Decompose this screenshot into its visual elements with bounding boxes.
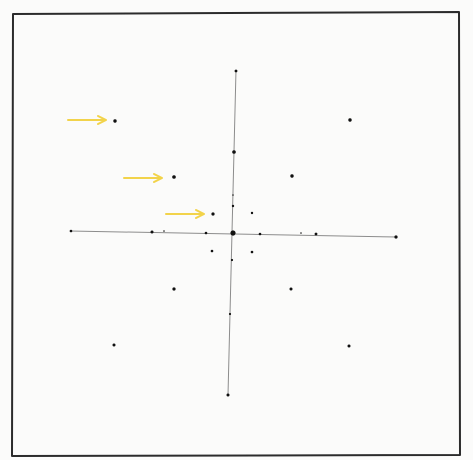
dot-lower-axis [228, 312, 232, 316]
dot-inner-left [204, 231, 208, 235]
dot-inner-upper-right [250, 211, 254, 215]
dot-center [230, 230, 236, 236]
arrows-layer [67, 115, 205, 219]
dots-layer [69, 69, 398, 397]
dot-bottom-left-outer [112, 343, 116, 347]
dot-inner-upper [231, 204, 235, 208]
dot-inner-right [258, 232, 262, 236]
dot-upper-axis [232, 150, 236, 154]
arrow-3 [165, 209, 205, 219]
dot-lower-right-mid [289, 287, 293, 291]
dot-inner-lower [230, 258, 234, 262]
dot-inner-upper-left [211, 212, 215, 216]
dot-bottom-axis-end [226, 393, 230, 397]
dot-upper-right-mid [290, 174, 294, 178]
dot-bottom-right-outer [347, 344, 351, 348]
dot-top-right-outer [348, 118, 352, 122]
dot-top-axis-end [234, 69, 238, 73]
dot-faint-1 [163, 230, 165, 232]
arrow-2 [123, 173, 163, 183]
dot-inner-lower-left [210, 249, 214, 253]
dot-right-axis [314, 232, 318, 236]
dot-right-axis-end [394, 235, 398, 239]
outer-frame [11, 11, 461, 457]
arrow-1 [67, 115, 107, 125]
dot-left-axis-end [69, 229, 73, 233]
dot-lower-left-mid [172, 287, 176, 291]
dot-upper-left-mid [172, 175, 176, 179]
dot-faint-2 [300, 232, 302, 234]
dot-top-left-outer [113, 119, 117, 123]
dot-faint-3 [232, 194, 234, 196]
dot-left-axis [150, 230, 154, 234]
dot-inner-lower-right [250, 250, 254, 254]
